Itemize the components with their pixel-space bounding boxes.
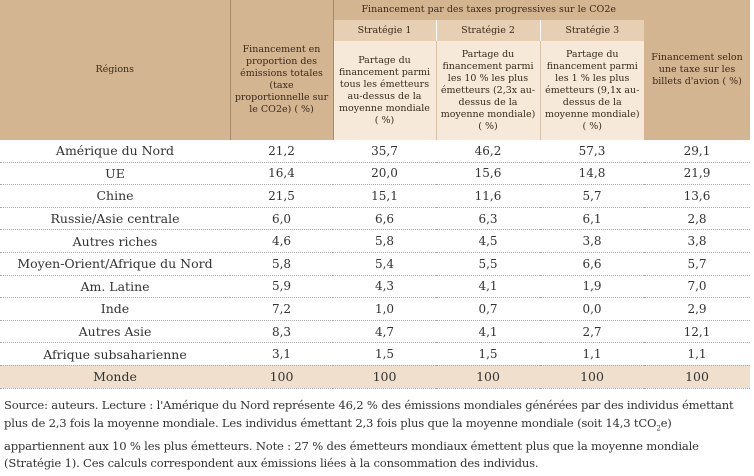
value-cell: 5,7 <box>644 252 750 276</box>
value-cell: 4,6 <box>230 229 333 253</box>
value-cell: 5,8 <box>230 252 333 276</box>
value-cell: 1,5 <box>333 342 436 366</box>
value-cell: 5,8 <box>333 229 436 253</box>
value-cell: 100 <box>436 365 540 389</box>
value-cell: 100 <box>540 365 644 389</box>
value-cell: 5,7 <box>540 184 644 208</box>
header-strategy-2: Stratégie 2 <box>436 20 541 41</box>
table-row: Autres Asie 8,3 4,7 4,1 2,7 12,1 <box>0 320 750 344</box>
value-cell: 1,5 <box>436 342 540 366</box>
header-air-tax: Financement selon une taxe sur les bille… <box>644 0 750 140</box>
value-cell: 29,1 <box>644 140 750 163</box>
region-cell: UE <box>0 162 230 186</box>
value-cell: 4,5 <box>436 229 540 253</box>
table-row: Inde 7,2 1,0 0,7 0,0 2,9 <box>0 297 750 321</box>
value-cell: 6,6 <box>333 207 436 231</box>
region-cell: Autres riches <box>0 229 230 253</box>
value-cell: 4,3 <box>333 275 436 299</box>
value-cell: 0,7 <box>436 297 540 321</box>
value-cell: 6,6 <box>540 252 644 276</box>
region-cell: Chine <box>0 184 230 208</box>
region-cell: Inde <box>0 297 230 321</box>
value-cell: 15,1 <box>333 184 436 208</box>
table-row: Moyen-Orient/Afrique du Nord 5,8 5,4 5,5 6,6… <box>0 252 750 276</box>
value-cell: 20,0 <box>333 162 436 186</box>
value-cell: 5,5 <box>436 252 540 276</box>
value-cell: 1,1 <box>644 342 750 366</box>
value-cell: 46,2 <box>436 140 540 163</box>
value-cell: 15,6 <box>436 162 540 186</box>
value-cell: 100 <box>230 365 333 389</box>
value-cell: 11,6 <box>436 184 540 208</box>
header-strategy-2-desc: Partage du financement parmi les 10 % le… <box>436 41 541 140</box>
value-cell: 3,1 <box>230 342 333 366</box>
value-cell: 35,7 <box>333 140 436 163</box>
value-cell: 4,7 <box>333 320 436 344</box>
table-row: Am. Latine 5,9 4,3 4,1 1,9 7,0 <box>0 275 750 299</box>
table-row: Amérique du Nord 21,2 35,7 46,2 57,3 29,1 <box>0 140 750 163</box>
value-cell: 100 <box>333 365 436 389</box>
value-cell: 21,5 <box>230 184 333 208</box>
value-cell: 2,7 <box>540 320 644 344</box>
note-text-2: e) appartiennent aux 10 % les plus émett… <box>4 415 699 471</box>
header-proportional: Financement en proportion des émissions … <box>230 0 334 140</box>
header-strategy-1-desc: Partage du financement parmi tous les ém… <box>333 41 437 140</box>
value-cell: 12,1 <box>644 320 750 344</box>
value-cell: 6,3 <box>436 207 540 231</box>
region-cell: Autres Asie <box>0 320 230 344</box>
region-cell: Moyen-Orient/Afrique du Nord <box>0 252 230 276</box>
note-subscript: 2 <box>656 423 661 432</box>
header-progressive: Financement par des taxes progressives s… <box>333 0 644 20</box>
value-cell: 2,9 <box>644 297 750 321</box>
region-cell: Russie/Asie centrale <box>0 207 230 231</box>
value-cell: 1,9 <box>540 275 644 299</box>
note-text-1: Source: auteurs. Lecture : l'Amérique du… <box>4 398 734 430</box>
table-row: UE 16,4 20,0 15,6 14,8 21,9 <box>0 162 750 186</box>
table-row: Autres riches 4,6 5,8 4,5 3,8 3,8 <box>0 229 750 253</box>
value-cell: 4,1 <box>436 275 540 299</box>
value-cell: 5,4 <box>333 252 436 276</box>
value-cell: 13,6 <box>644 184 750 208</box>
value-cell: 0,0 <box>540 297 644 321</box>
value-cell: 14,8 <box>540 162 644 186</box>
value-cell: 3,8 <box>644 229 750 253</box>
value-cell: 16,4 <box>230 162 333 186</box>
table-row: Russie/Asie centrale 6,0 6,6 6,3 6,1 2,8 <box>0 207 750 231</box>
financing-table: Régions Financement en proportion des ém… <box>0 0 750 389</box>
header-strategy-3: Stratégie 3 <box>540 20 644 41</box>
region-cell: Amérique du Nord <box>0 140 230 163</box>
header-strategy-1: Stratégie 1 <box>333 20 437 41</box>
value-cell: 21,9 <box>644 162 750 186</box>
value-cell: 3,8 <box>540 229 644 253</box>
table-row: Afrique subsaharienne 3,1 1,5 1,5 1,1 1,1 <box>0 342 750 366</box>
value-cell: 5,9 <box>230 275 333 299</box>
region-cell: Monde <box>0 365 230 389</box>
value-cell: 1,1 <box>540 342 644 366</box>
header-regions: Régions <box>0 0 231 140</box>
value-cell: 57,3 <box>540 140 644 163</box>
source-note: Source: auteurs. Lecture : l'Amérique du… <box>4 397 752 473</box>
value-cell: 6,0 <box>230 207 333 231</box>
region-cell: Am. Latine <box>0 275 230 299</box>
value-cell: 6,1 <box>540 207 644 231</box>
value-cell: 21,2 <box>230 140 333 163</box>
table-row: Chine 21,5 15,1 11,6 5,7 13,6 <box>0 184 750 208</box>
value-cell: 4,1 <box>436 320 540 344</box>
header-strategy-3-desc: Partage du financement parmi les 1 % les… <box>540 41 644 140</box>
total-row: Monde 100 100 100 100 100 <box>0 365 750 389</box>
value-cell: 8,3 <box>230 320 333 344</box>
value-cell: 7,2 <box>230 297 333 321</box>
value-cell: 2,8 <box>644 207 750 231</box>
value-cell: 7,0 <box>644 275 750 299</box>
region-cell: Afrique subsaharienne <box>0 342 230 366</box>
value-cell: 100 <box>644 365 750 389</box>
value-cell: 1,0 <box>333 297 436 321</box>
